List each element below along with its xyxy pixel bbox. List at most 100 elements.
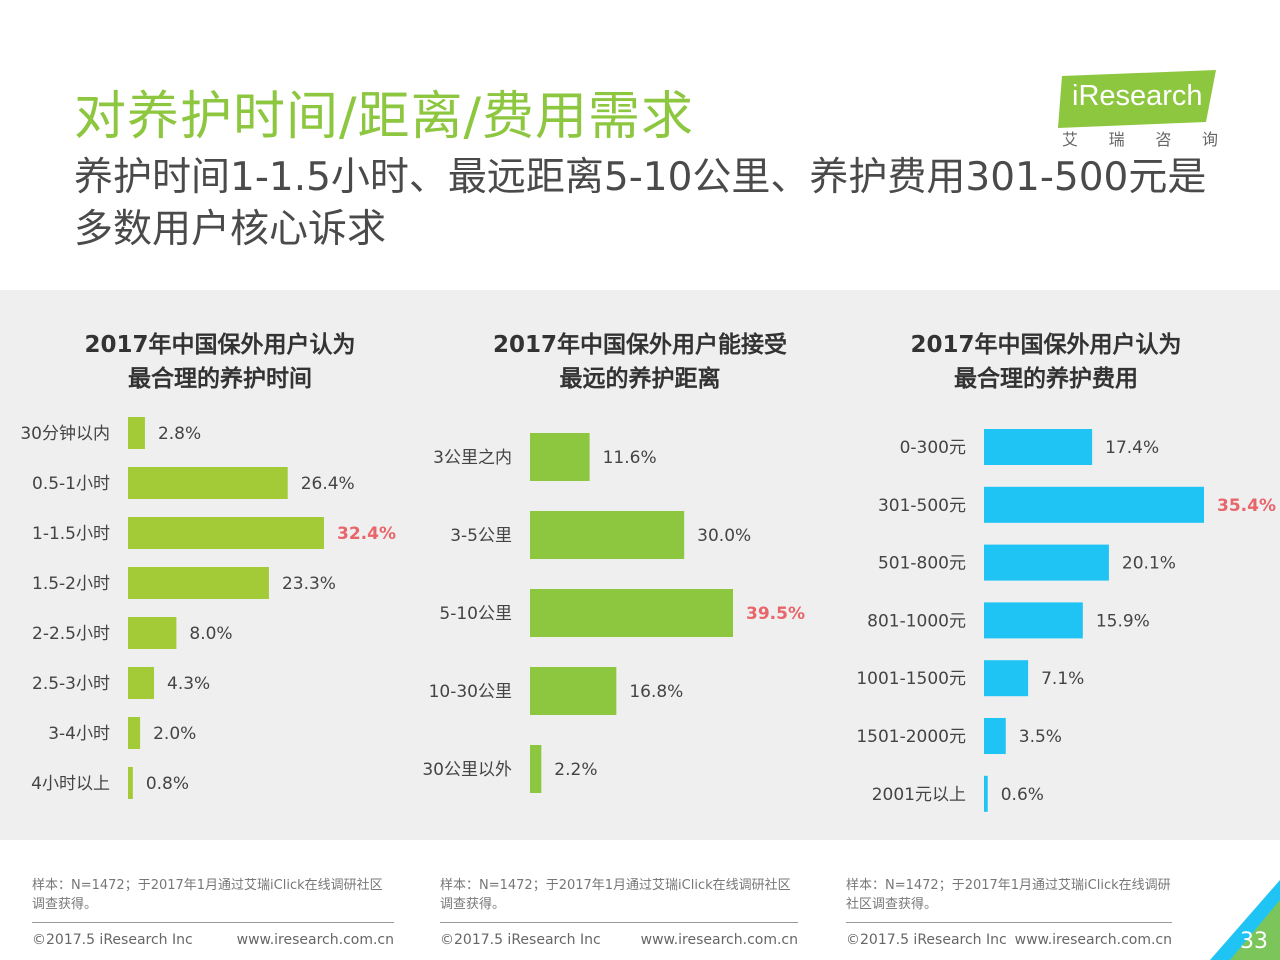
chart-care-time: 2017年中国保外用户认为 最合理的养护时间 30分钟以内 2.8% 0.5-1小时… xyxy=(0,290,420,840)
bar xyxy=(984,718,1006,754)
bar xyxy=(530,589,733,637)
page-number: 33 xyxy=(1240,929,1268,954)
category-label: 0-300元 xyxy=(900,438,966,458)
category-label: 0.5-1小时 xyxy=(32,474,110,494)
chart-title: 2017年中国保外用户认为 最合理的养护时间 xyxy=(0,328,440,396)
divider xyxy=(846,922,1172,923)
data-label: 8.0% xyxy=(189,624,232,644)
footer-source-2: 样本：N=1472；于2017年1月通过艾瑞iClick在线调研社区调查获得。 … xyxy=(440,876,798,950)
chart-title: 2017年中国保外用户认为 最合理的养护费用 xyxy=(840,328,1252,396)
logo-sub-char: 瑞 xyxy=(1108,130,1125,149)
bar xyxy=(984,429,1093,465)
page-subtitle: 养护时间1-1.5小时、最远距离5-10公里、养护费用301-500元是多数用户… xyxy=(74,155,1207,252)
data-label: 0.8% xyxy=(146,774,189,794)
bar xyxy=(128,467,288,499)
sample-note: 样本：N=1472；于2017年1月通过艾瑞iClick在线调研社区调查获得。 xyxy=(32,878,383,912)
bar xyxy=(984,602,1083,639)
footer-source-3: 样本：N=1472；于2017年1月通过艾瑞iClick在线调研社区调查获得。 … xyxy=(846,876,1172,950)
category-label: 4小时以上 xyxy=(31,774,110,794)
bar xyxy=(530,511,685,559)
category-label: 3-5公里 xyxy=(450,526,512,546)
bar xyxy=(984,544,1109,581)
copyright: ©2017.5 iResearch Inc xyxy=(32,932,193,948)
chart-title-line: 最合理的养护时间 xyxy=(128,366,312,392)
bar xyxy=(530,667,617,715)
bar xyxy=(128,567,269,599)
data-label: 4.3% xyxy=(167,674,210,694)
bar-chart-svg: 0-300元 17.4% 301-500元 35.4% 501-800元 20.1% 801… xyxy=(856,429,1276,812)
copyright: ©2017.5 iResearch Inc xyxy=(440,932,601,948)
data-label: 26.4% xyxy=(301,474,355,494)
data-label: 23.3% xyxy=(282,574,336,594)
chart-title-line: 2017年中国保外用户认为 xyxy=(84,332,356,358)
divider xyxy=(32,922,394,923)
bar xyxy=(128,617,177,649)
data-label: 11.6% xyxy=(603,448,657,468)
logo-sub-char: 艾 xyxy=(1062,130,1079,149)
footer-source-1: 样本：N=1472；于2017年1月通过艾瑞iClick在线调研社区调查获得。 … xyxy=(32,876,394,950)
category-label: 2001元以上 xyxy=(872,785,966,805)
category-label: 301-500元 xyxy=(878,496,966,516)
category-label: 3-4小时 xyxy=(48,724,110,744)
data-label: 39.5% xyxy=(746,604,805,624)
data-label: 2.8% xyxy=(158,424,201,444)
bar xyxy=(128,417,145,449)
data-label: 16.8% xyxy=(629,682,683,702)
category-label: 2-2.5小时 xyxy=(32,624,110,644)
data-label: 17.4% xyxy=(1105,438,1159,458)
data-label: 2.2% xyxy=(554,760,597,780)
logo-text: iResearch xyxy=(1072,80,1203,112)
logo-sub-char: 咨 xyxy=(1155,130,1172,149)
bar xyxy=(128,667,155,699)
chart-title: 2017年中国保外用户能接受 最远的养护距离 xyxy=(420,328,860,396)
page-corner-decoration xyxy=(1210,880,1280,960)
data-label: 0.6% xyxy=(1001,785,1044,805)
category-label: 1.5-2小时 xyxy=(32,574,110,594)
website-link[interactable]: www.iresearch.com.cn xyxy=(236,932,394,948)
bar xyxy=(128,517,324,549)
data-label: 3.5% xyxy=(1019,727,1062,747)
logo-subtext: 艾 瑞 咨 询 xyxy=(1062,126,1218,150)
category-label: 1501-2000元 xyxy=(856,727,966,747)
chart-max-distance: 2017年中国保外用户能接受 最远的养护距离 3公里之内 11.6% 3-5公里 30… xyxy=(420,290,840,840)
bar xyxy=(128,767,133,799)
category-label: 801-1000元 xyxy=(867,611,966,631)
bar xyxy=(984,660,1029,697)
page-title: 对养护时间/距离/费用需求 xyxy=(74,87,695,147)
category-label: 30分钟以内 xyxy=(20,424,110,444)
bar-chart-svg: 3公里之内 11.6% 3-5公里 30.0% 5-10公里 39.5% 10-30公里 16… xyxy=(422,433,805,793)
data-label: 7.1% xyxy=(1041,669,1084,689)
iresearch-logo xyxy=(1058,70,1216,128)
copyright: ©2017.5 iResearch Inc xyxy=(846,932,1007,948)
chart-care-fee: 2017年中国保外用户认为 最合理的养护费用 0-300元 17.4% 301-50… xyxy=(840,290,1280,840)
category-label: 30公里以外 xyxy=(422,760,512,780)
category-label: 10-30公里 xyxy=(429,682,512,702)
chart-title-line: 最合理的养护费用 xyxy=(954,366,1138,392)
category-label: 5-10公里 xyxy=(439,604,512,624)
category-label: 1-1.5小时 xyxy=(32,524,110,544)
bar-chart-svg: 30分钟以内 2.8% 0.5-1小时 26.4% 1-1.5小时 32.4% 1.5-2小… xyxy=(20,417,396,799)
data-label: 35.4% xyxy=(1217,496,1276,516)
chart-title-line: 2017年中国保外用户能接受 xyxy=(492,332,787,358)
sample-note: 样本：N=1472；于2017年1月通过艾瑞iClick在线调研社区调查获得。 xyxy=(846,878,1171,912)
divider xyxy=(440,922,798,923)
data-label: 32.4% xyxy=(337,524,396,544)
bar xyxy=(530,745,542,793)
chart-title-line: 最远的养护距离 xyxy=(559,366,721,392)
category-label: 1001-1500元 xyxy=(856,669,966,689)
category-label: 501-800元 xyxy=(878,554,966,574)
data-label: 2.0% xyxy=(153,724,196,744)
logo-sub-char: 询 xyxy=(1201,130,1218,149)
bar xyxy=(984,775,988,812)
bar xyxy=(128,717,141,749)
chart-title-line: 2017年中国保外用户认为 xyxy=(910,332,1182,358)
bar xyxy=(984,486,1204,523)
data-label: 20.1% xyxy=(1122,554,1176,574)
category-label: 3公里之内 xyxy=(433,448,512,468)
bar xyxy=(530,433,590,481)
website-link[interactable]: www.iresearch.com.cn xyxy=(640,932,798,948)
category-label: 2.5-3小时 xyxy=(32,674,110,694)
data-label: 15.9% xyxy=(1096,611,1150,631)
data-label: 30.0% xyxy=(697,526,751,546)
website-link[interactable]: www.iresearch.com.cn xyxy=(1014,932,1172,948)
